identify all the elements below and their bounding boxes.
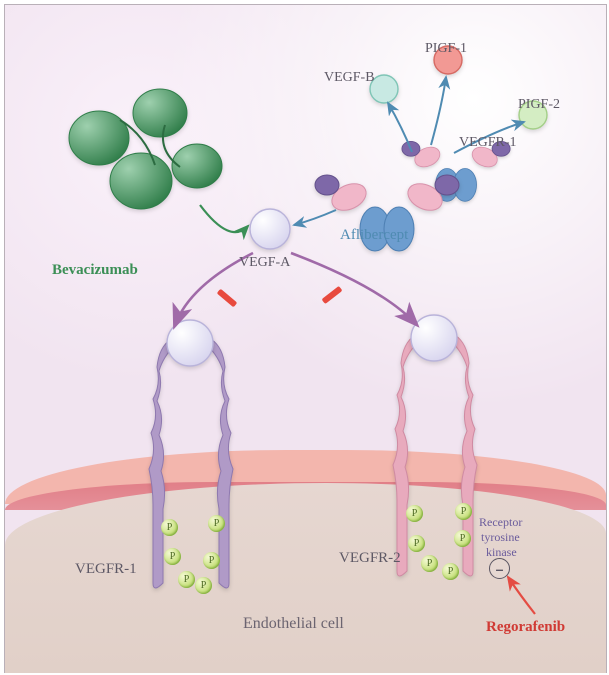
vegfr1-receptor: [149, 339, 233, 588]
diagram-frame: P P P P P P P P P P P P – Bevacizumab Af…: [4, 4, 607, 673]
vegfr2-receptor: [393, 335, 477, 576]
aflibercept-main: [315, 175, 459, 251]
inhibition-minus-icon: –: [489, 558, 510, 579]
diagram-svg: [5, 5, 606, 672]
bevacizumab-antibody: [69, 89, 222, 209]
